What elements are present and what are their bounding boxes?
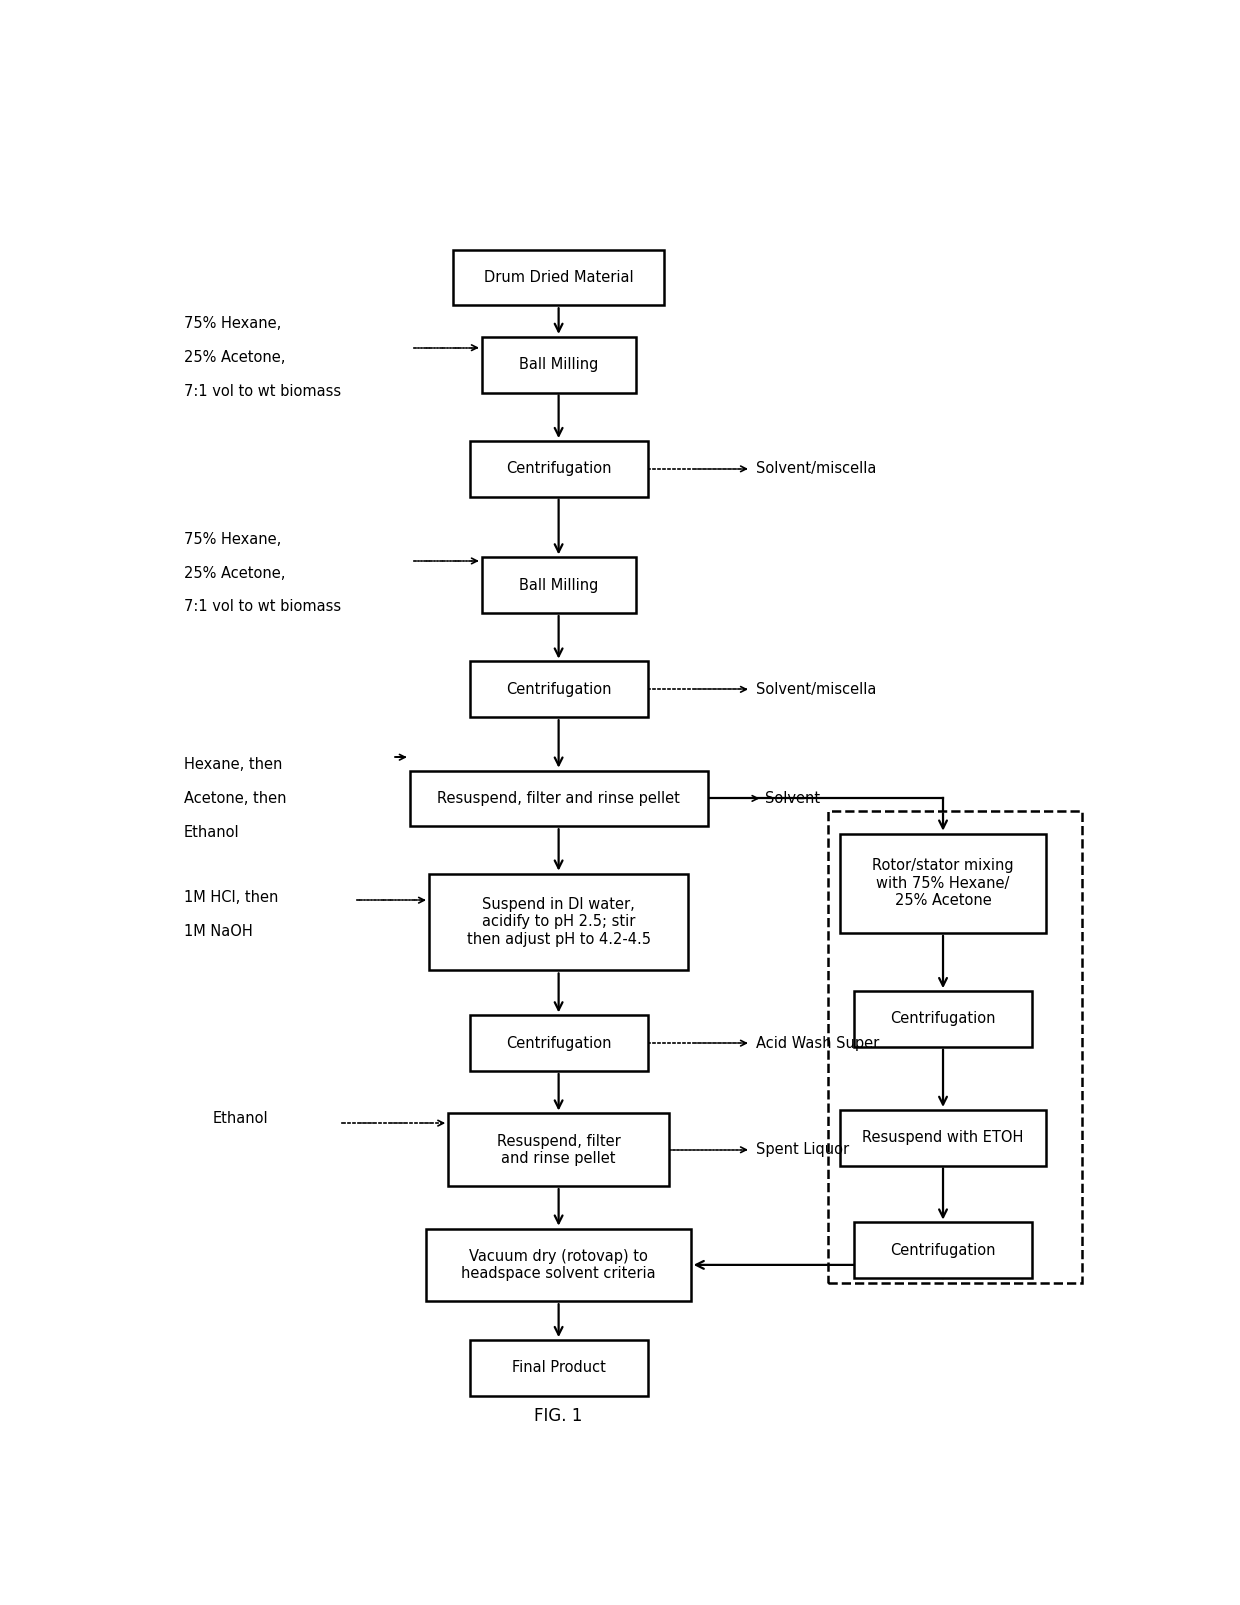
Text: Suspend in DI water,
acidify to pH 2.5; stir
then adjust pH to 4.2-4.5: Suspend in DI water, acidify to pH 2.5; … bbox=[466, 897, 651, 947]
Bar bbox=[409, 770, 708, 827]
Bar bbox=[427, 1228, 691, 1302]
Text: Ethanol: Ethanol bbox=[213, 1111, 268, 1125]
Bar bbox=[470, 1016, 647, 1071]
Bar bbox=[453, 249, 665, 305]
Text: Spent Liquor: Spent Liquor bbox=[755, 1143, 848, 1157]
Text: Ball Milling: Ball Milling bbox=[518, 358, 599, 372]
Text: Ethanol: Ethanol bbox=[184, 825, 239, 839]
Bar bbox=[854, 1223, 1032, 1278]
Text: Centrifugation: Centrifugation bbox=[506, 461, 611, 477]
Text: Vacuum dry (rotovap) to
headspace solvent criteria: Vacuum dry (rotovap) to headspace solven… bbox=[461, 1249, 656, 1281]
Text: 1M NaOH: 1M NaOH bbox=[184, 924, 253, 939]
Bar bbox=[481, 557, 635, 613]
Text: FIG. 1: FIG. 1 bbox=[534, 1408, 583, 1425]
Text: 75% Hexane,: 75% Hexane, bbox=[184, 316, 281, 331]
Text: Drum Dried Material: Drum Dried Material bbox=[484, 270, 634, 286]
Bar bbox=[470, 1340, 647, 1396]
Text: Final Product: Final Product bbox=[512, 1361, 605, 1375]
Bar bbox=[429, 873, 688, 971]
Text: 7:1 vol to wt biomass: 7:1 vol to wt biomass bbox=[184, 600, 341, 615]
Text: 25% Acetone,: 25% Acetone, bbox=[184, 350, 285, 364]
Text: Solvent: Solvent bbox=[765, 791, 821, 806]
Text: Resuspend, filter
and rinse pellet: Resuspend, filter and rinse pellet bbox=[497, 1133, 620, 1165]
Text: Resuspend, filter and rinse pellet: Resuspend, filter and rinse pellet bbox=[438, 791, 680, 806]
Bar bbox=[448, 1114, 670, 1186]
Text: 25% Acetone,: 25% Acetone, bbox=[184, 565, 285, 581]
Text: Centrifugation: Centrifugation bbox=[890, 1242, 996, 1258]
Bar bbox=[470, 661, 647, 717]
Bar bbox=[839, 833, 1047, 933]
Bar bbox=[481, 337, 635, 393]
Text: Ball Milling: Ball Milling bbox=[518, 578, 599, 592]
Text: Centrifugation: Centrifugation bbox=[506, 682, 611, 697]
Bar bbox=[470, 441, 647, 496]
Bar bbox=[839, 1109, 1047, 1165]
Text: Solvent/miscella: Solvent/miscella bbox=[755, 682, 875, 697]
Text: 1M HCl, then: 1M HCl, then bbox=[184, 891, 278, 905]
Bar bbox=[828, 811, 1083, 1282]
Bar bbox=[854, 990, 1032, 1046]
Text: 7:1 vol to wt biomass: 7:1 vol to wt biomass bbox=[184, 384, 341, 398]
Text: Resuspend with ETOH: Resuspend with ETOH bbox=[862, 1130, 1024, 1144]
Text: 75% Hexane,: 75% Hexane, bbox=[184, 531, 281, 547]
Text: Centrifugation: Centrifugation bbox=[890, 1011, 996, 1027]
Text: Acetone, then: Acetone, then bbox=[184, 791, 286, 806]
Text: Hexane, then: Hexane, then bbox=[184, 758, 283, 772]
Text: Solvent/miscella: Solvent/miscella bbox=[755, 461, 875, 477]
Text: Rotor/stator mixing
with 75% Hexane/
25% Acetone: Rotor/stator mixing with 75% Hexane/ 25%… bbox=[872, 859, 1014, 908]
Text: Acid Wash Super: Acid Wash Super bbox=[755, 1035, 879, 1051]
Text: Centrifugation: Centrifugation bbox=[506, 1035, 611, 1051]
